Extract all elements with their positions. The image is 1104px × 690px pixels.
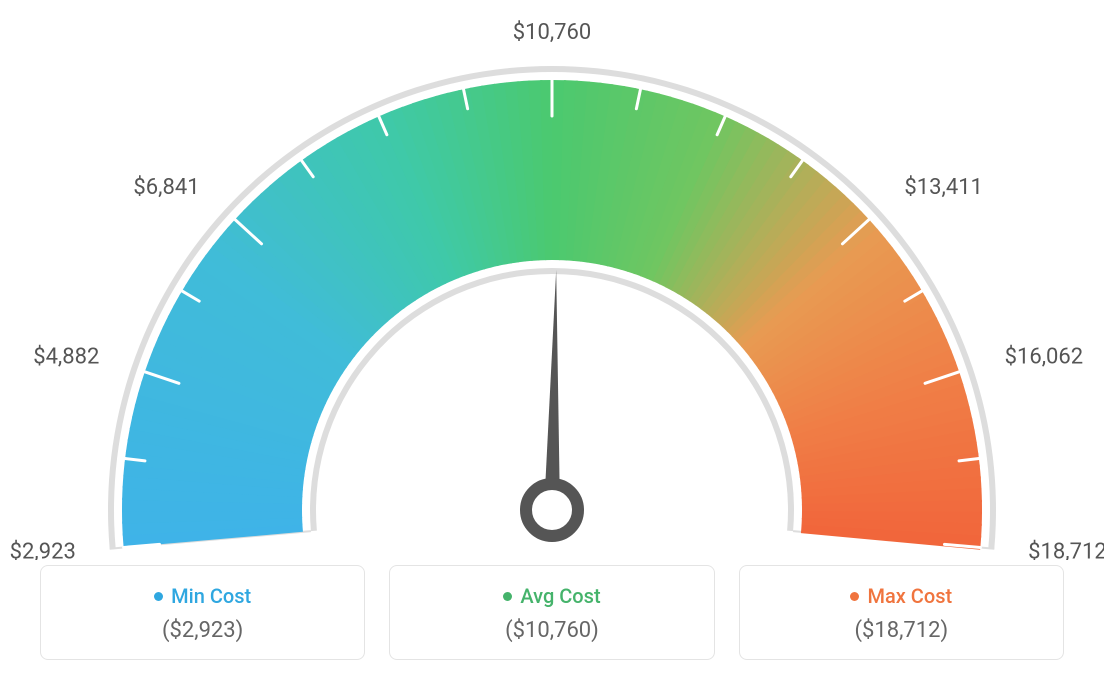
legend-dot-avg	[503, 592, 512, 601]
gauge-tick-label: $4,882	[33, 344, 99, 369]
legend-title-min: Min Cost	[154, 584, 251, 608]
legend-dot-max	[850, 592, 859, 601]
gauge-tick-label: $2,923	[10, 540, 76, 560]
legend-card-min: Min Cost ($2,923)	[40, 565, 365, 660]
legend-value-min: ($2,923)	[61, 618, 344, 643]
gauge-tick-label: $18,712	[1028, 540, 1104, 560]
legend-value-max: ($18,712)	[760, 618, 1043, 643]
legend-label-avg: Avg Cost	[520, 584, 600, 608]
legend-label-min: Min Cost	[171, 584, 251, 608]
gauge-tick-label: $6,841	[133, 175, 199, 200]
legend-dot-min	[154, 592, 163, 601]
gauge: $2,923$4,882$6,841$10,760$13,411$16,062$…	[0, 0, 1104, 540]
legend-value-avg: ($10,760)	[410, 618, 693, 643]
legend-card-max: Max Cost ($18,712)	[739, 565, 1064, 660]
legend-label-max: Max Cost	[867, 584, 952, 608]
gauge-tick-label: $10,760	[513, 20, 592, 45]
legend-title-avg: Avg Cost	[503, 584, 600, 608]
chart-container: $2,923 $4,882 $6,841 $10,760 $13,411 $16,062 $…	[0, 0, 1104, 690]
legend-card-avg: Avg Cost ($10,760)	[389, 565, 714, 660]
legend-title-max: Max Cost	[850, 584, 952, 608]
gauge-tick-label: $16,062	[1005, 344, 1084, 369]
legend-row: Min Cost ($2,923) Avg Cost ($10,760) Max…	[40, 565, 1064, 660]
gauge-tick-label: $13,411	[904, 175, 983, 200]
